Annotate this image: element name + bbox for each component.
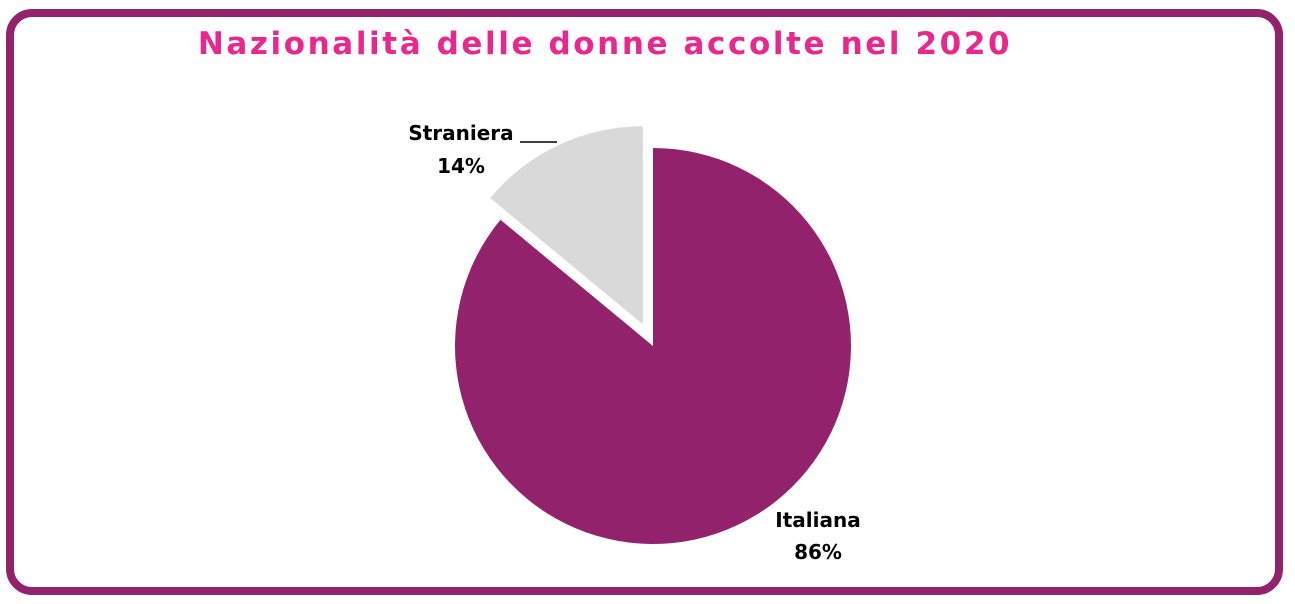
pie-slice-italiana [455,148,852,544]
label-straniera: Straniera 14% [408,121,513,178]
pie-slices [455,126,852,544]
label-italiana: Italiana 86% [775,508,860,564]
pie-slice-straniera [490,126,643,325]
label-straniera-name: Straniera [408,121,513,145]
label-italiana-name: Italiana [775,508,860,532]
label-straniera-value: 14% [437,154,485,178]
chart-title: Nazionalità delle donne accolte nel 2020 [197,26,1013,62]
label-italiana-value: 86% [794,540,842,564]
